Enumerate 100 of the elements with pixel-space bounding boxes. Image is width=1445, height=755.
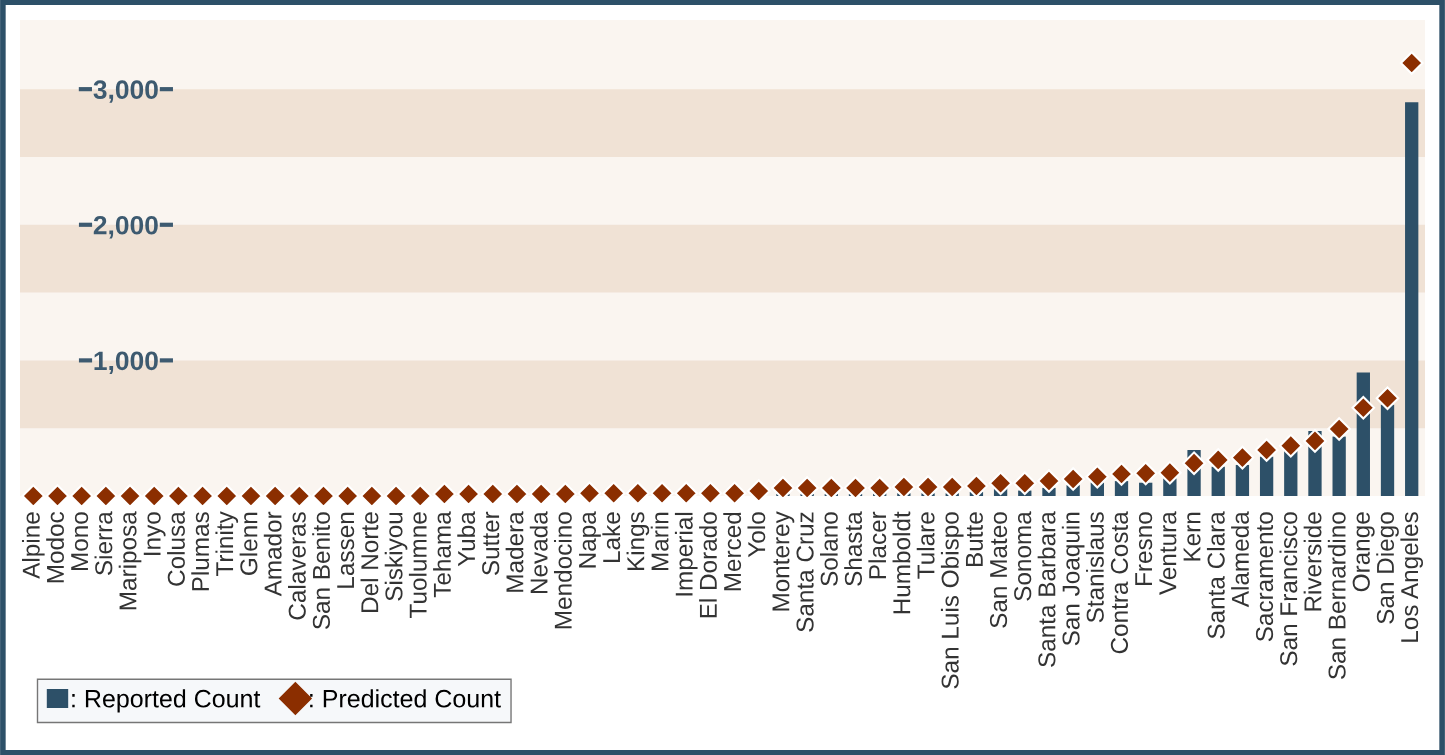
bar bbox=[1405, 102, 1419, 496]
point bbox=[214, 484, 239, 508]
x-tick-label: Del Norte bbox=[360, 512, 379, 612]
x-tick-label: San Luis Obispo bbox=[940, 512, 964, 689]
x-tick-label: Yolo bbox=[747, 512, 766, 558]
point bbox=[1206, 448, 1231, 472]
x-tick-label: Sonoma bbox=[1014, 511, 1032, 601]
x-tick-label: Alpine bbox=[21, 512, 45, 579]
x-tick-label: Tuolumne bbox=[408, 512, 427, 618]
x-tick-label: Inyo bbox=[143, 512, 166, 555]
point bbox=[553, 482, 578, 506]
point bbox=[505, 482, 529, 506]
point bbox=[1061, 467, 1085, 491]
x-tick-label: Nevada bbox=[529, 511, 548, 594]
x-tick-label: Yuba bbox=[457, 511, 476, 567]
point bbox=[384, 484, 408, 508]
point bbox=[456, 482, 481, 506]
x-tick-label: Santa Barbara bbox=[1037, 511, 1056, 667]
x-tick-label: Solano bbox=[819, 512, 838, 586]
point bbox=[335, 484, 360, 508]
point bbox=[674, 481, 699, 506]
x-tick-label: Humboldt bbox=[892, 511, 911, 614]
x-tick-label: Glenn bbox=[239, 512, 258, 575]
x-tick-label: San Benito bbox=[312, 512, 331, 630]
x-tick-label: Imperial bbox=[674, 512, 698, 596]
x-tick-label: Plumas bbox=[191, 512, 210, 591]
point bbox=[239, 484, 263, 508]
point bbox=[1012, 471, 1037, 496]
bar bbox=[1259, 456, 1274, 496]
x-tick-label: Amador bbox=[263, 511, 282, 597]
x-tick-label: Sutter bbox=[482, 511, 500, 576]
point bbox=[408, 484, 433, 508]
point bbox=[1254, 438, 1279, 462]
point bbox=[1037, 469, 1061, 493]
bar bbox=[1235, 464, 1250, 496]
x-tick-label: Placer bbox=[868, 511, 887, 579]
point bbox=[819, 476, 844, 500]
point bbox=[287, 484, 312, 508]
x-tick-label: Modoc bbox=[46, 511, 65, 583]
y-tick-label: 2,000 bbox=[93, 215, 158, 239]
x-tick-label: El Dorado bbox=[699, 512, 717, 618]
point bbox=[166, 484, 191, 508]
point bbox=[480, 482, 505, 506]
point bbox=[1375, 386, 1400, 411]
point bbox=[1278, 433, 1303, 458]
point bbox=[21, 484, 46, 508]
x-tick-label: Calaveras bbox=[287, 512, 306, 620]
point bbox=[432, 482, 457, 506]
point bbox=[1327, 417, 1351, 441]
bar bbox=[1380, 404, 1395, 496]
point bbox=[1109, 462, 1134, 486]
x-tick-label: Tehama bbox=[433, 511, 451, 598]
point bbox=[771, 476, 795, 500]
point bbox=[69, 484, 94, 508]
x-tick-label: Santa Cruz bbox=[796, 512, 814, 632]
x-tick-label: San Joaquin bbox=[1061, 512, 1085, 646]
bar bbox=[1332, 436, 1346, 496]
point bbox=[45, 484, 70, 508]
x-tick-label: Trinity bbox=[215, 511, 239, 576]
point bbox=[892, 475, 916, 499]
x-tick-label: San Diego bbox=[1376, 512, 1399, 624]
x-tick-label: Mariposa bbox=[118, 511, 142, 610]
point bbox=[1085, 464, 1110, 489]
point bbox=[867, 476, 892, 500]
x-tick-label: Sacramento bbox=[1255, 512, 1274, 642]
point bbox=[1133, 461, 1158, 486]
point bbox=[650, 481, 674, 506]
x-tick-label: Santa Clara bbox=[1206, 511, 1225, 639]
x-tick-label: Lake bbox=[602, 512, 621, 562]
x-tick-label: Madera bbox=[505, 511, 524, 592]
point bbox=[1230, 445, 1255, 470]
point bbox=[311, 484, 336, 508]
x-tick-label: San Bernardino bbox=[1327, 512, 1346, 680]
x-tick-label: Stanislaus bbox=[1086, 512, 1104, 623]
x-tick-label: Marin bbox=[650, 512, 669, 571]
point bbox=[94, 484, 118, 508]
x-tick-label: Los Angeles bbox=[1400, 512, 1424, 642]
point bbox=[142, 484, 167, 508]
point bbox=[1399, 51, 1424, 75]
x-tick-label: Colusa bbox=[167, 511, 185, 586]
point bbox=[577, 481, 602, 506]
point bbox=[601, 481, 626, 506]
point bbox=[263, 484, 287, 508]
point bbox=[964, 474, 989, 498]
x-tick-label: Kern bbox=[1183, 512, 1201, 561]
x-tick-label: Napa bbox=[579, 511, 601, 568]
x-tick-label: Fresno bbox=[1135, 512, 1153, 585]
point bbox=[746, 479, 771, 503]
x-tick-label: San Mateo bbox=[989, 512, 1008, 628]
point bbox=[190, 484, 215, 508]
point bbox=[916, 475, 940, 499]
x-tick-label: Lassen bbox=[337, 512, 355, 588]
point bbox=[843, 476, 868, 500]
point bbox=[360, 484, 384, 508]
point bbox=[988, 471, 1013, 496]
point bbox=[626, 481, 650, 506]
point bbox=[722, 481, 747, 506]
x-tick-label: Orange bbox=[1352, 512, 1375, 592]
point bbox=[1351, 395, 1376, 420]
x-tick-label: Mono bbox=[71, 512, 89, 571]
